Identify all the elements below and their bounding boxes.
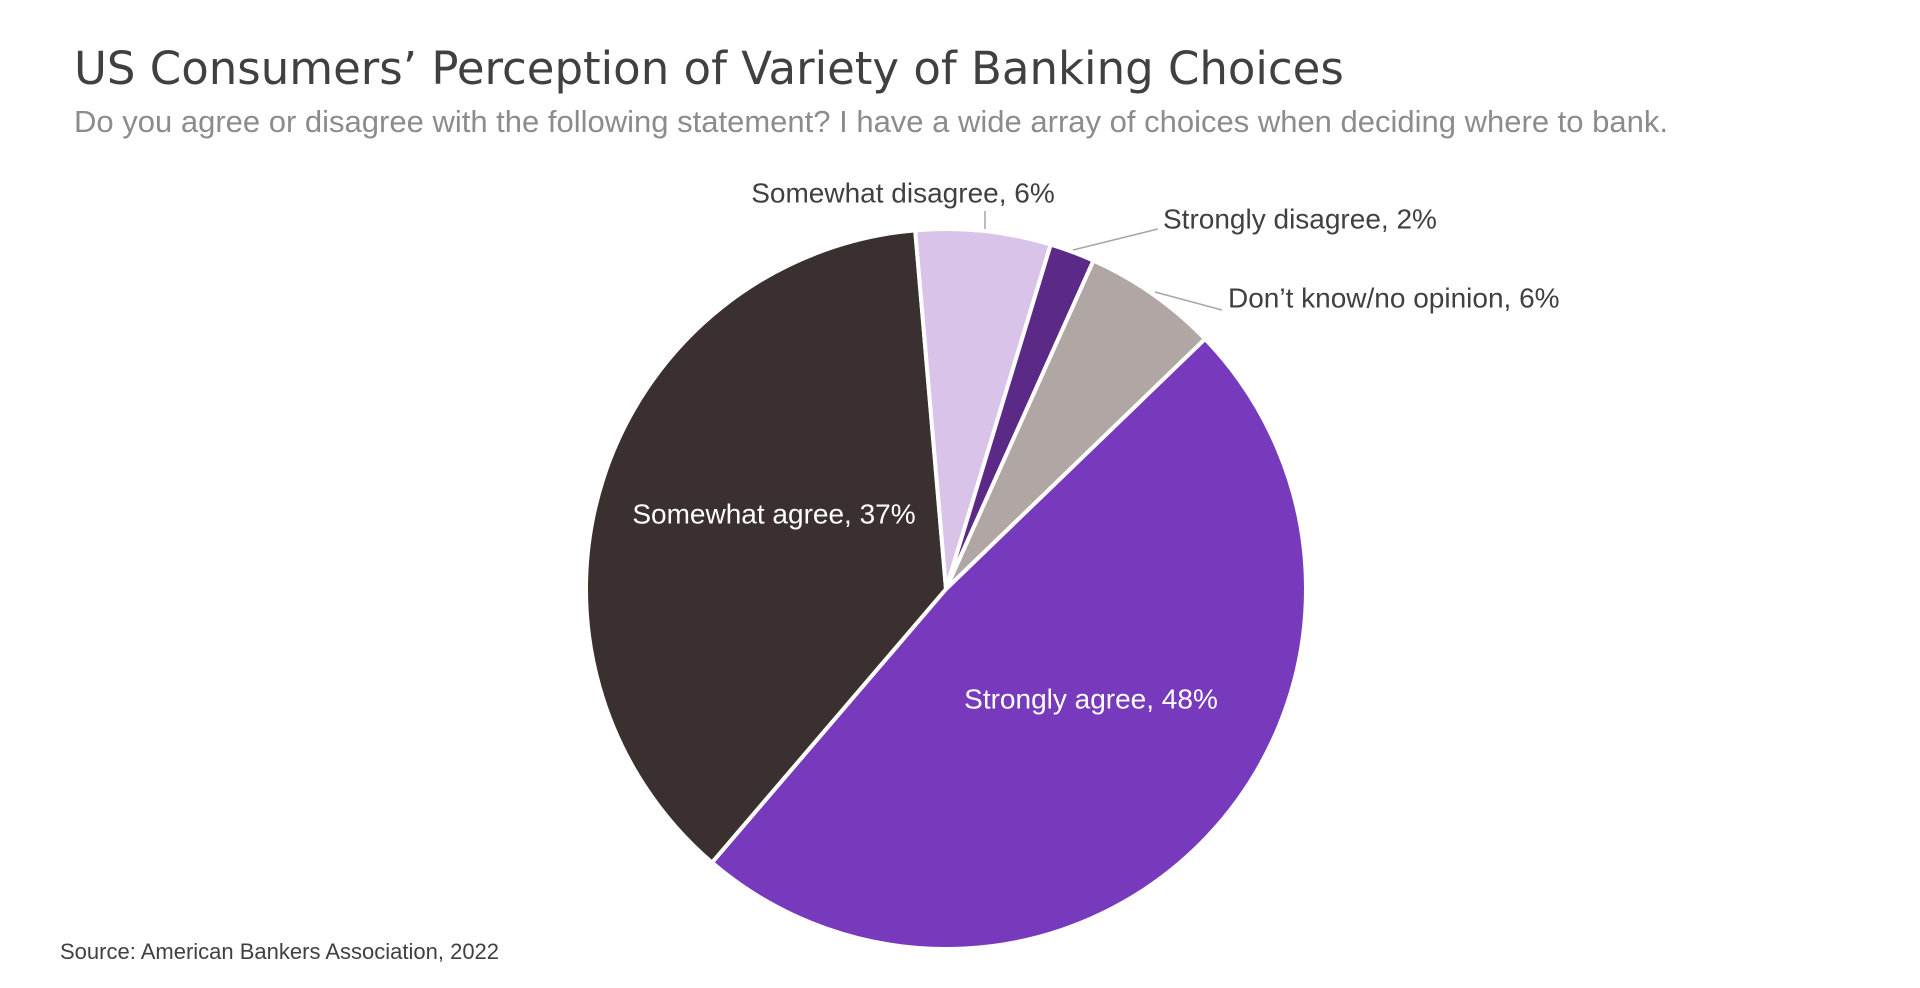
- pie-slice: [944, 257, 1208, 591]
- pie-slice: [709, 336, 1308, 951]
- chart-title: US Consumers’ Perception of Variety of B…: [74, 42, 1344, 95]
- pie-slice: [584, 228, 949, 866]
- leader-line: [1072, 228, 1159, 251]
- data-label: Somewhat disagree, 6%: [751, 177, 1055, 208]
- source-note: Source: American Bankers Association, 20…: [60, 939, 499, 964]
- pie-slice: [913, 227, 1054, 590]
- data-label: Don’t know/no opinion, 6%: [1228, 282, 1560, 313]
- chart-subtitle: Do you agree or disagree with the follow…: [74, 104, 1668, 139]
- leader-line: [1154, 291, 1223, 311]
- data-label: Strongly agree, 48%: [964, 683, 1218, 714]
- data-label: Somewhat agree, 37%: [632, 498, 915, 529]
- data-label: Strongly disagree, 2%: [1163, 203, 1437, 234]
